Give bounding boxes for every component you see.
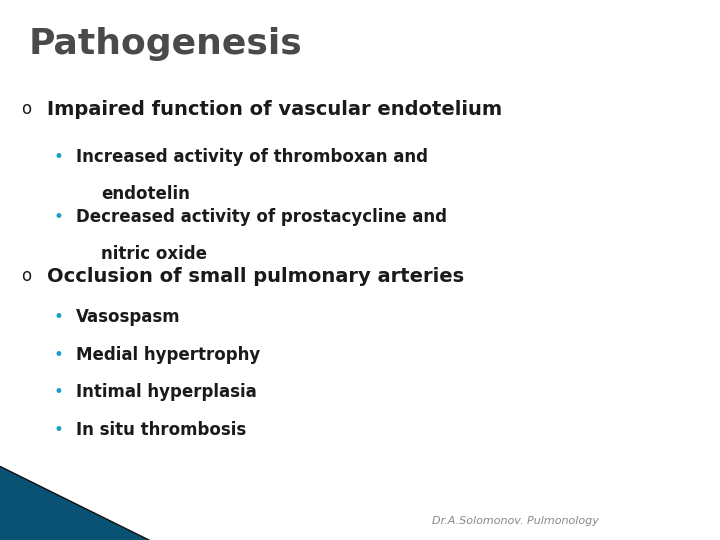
Polygon shape <box>0 492 96 540</box>
Polygon shape <box>0 480 122 540</box>
Polygon shape <box>0 505 70 540</box>
Polygon shape <box>0 502 77 540</box>
Polygon shape <box>0 515 52 540</box>
Text: Occlusion of small pulmonary arteries: Occlusion of small pulmonary arteries <box>47 267 464 286</box>
Text: Pathogenesis: Pathogenesis <box>29 27 302 61</box>
Polygon shape <box>0 469 143 540</box>
Text: nitric oxide: nitric oxide <box>101 245 207 262</box>
Polygon shape <box>0 536 7 540</box>
Polygon shape <box>0 476 129 540</box>
Polygon shape <box>0 495 92 540</box>
Polygon shape <box>0 518 44 540</box>
Polygon shape <box>0 496 89 540</box>
Polygon shape <box>0 531 19 540</box>
Polygon shape <box>0 535 11 540</box>
Text: Vasospasm: Vasospasm <box>76 308 180 326</box>
Text: Decreased activity of prostacycline and: Decreased activity of prostacycline and <box>76 208 446 226</box>
Polygon shape <box>0 475 132 540</box>
Polygon shape <box>0 529 22 540</box>
Polygon shape <box>0 482 118 540</box>
Polygon shape <box>0 472 136 540</box>
Polygon shape <box>0 485 110 540</box>
Polygon shape <box>0 524 33 540</box>
Polygon shape <box>0 533 14 540</box>
Polygon shape <box>0 489 103 540</box>
Polygon shape <box>0 525 30 540</box>
Text: endotelin: endotelin <box>101 185 189 203</box>
Text: •: • <box>54 308 64 326</box>
Text: Increased activity of thromboxan and: Increased activity of thromboxan and <box>76 148 428 166</box>
Polygon shape <box>0 487 107 540</box>
Polygon shape <box>0 509 63 540</box>
Text: •: • <box>54 148 64 166</box>
Polygon shape <box>0 498 85 540</box>
Polygon shape <box>0 527 26 540</box>
Text: Dr.A.Solomonov. Pulmonology: Dr.A.Solomonov. Pulmonology <box>432 516 599 526</box>
Polygon shape <box>0 500 81 540</box>
Polygon shape <box>0 507 66 540</box>
Polygon shape <box>0 504 73 540</box>
Text: •: • <box>54 421 64 439</box>
Polygon shape <box>0 491 99 540</box>
Text: •: • <box>54 383 64 401</box>
Polygon shape <box>0 538 4 540</box>
Text: •: • <box>54 208 64 226</box>
Text: o: o <box>22 267 32 285</box>
Polygon shape <box>0 522 37 540</box>
Polygon shape <box>0 511 59 540</box>
Text: In situ thrombosis: In situ thrombosis <box>76 421 246 439</box>
Polygon shape <box>0 512 55 540</box>
Text: Impaired function of vascular endotelium: Impaired function of vascular endotelium <box>47 100 502 119</box>
Text: o: o <box>22 100 32 118</box>
Polygon shape <box>0 478 125 540</box>
Text: Intimal hyperplasia: Intimal hyperplasia <box>76 383 256 401</box>
Polygon shape <box>0 520 40 540</box>
Polygon shape <box>0 516 48 540</box>
Polygon shape <box>0 483 114 540</box>
Polygon shape <box>0 465 150 540</box>
Polygon shape <box>0 467 148 540</box>
Text: •: • <box>54 346 64 363</box>
Text: Medial hypertrophy: Medial hypertrophy <box>76 346 260 363</box>
Polygon shape <box>0 471 140 540</box>
